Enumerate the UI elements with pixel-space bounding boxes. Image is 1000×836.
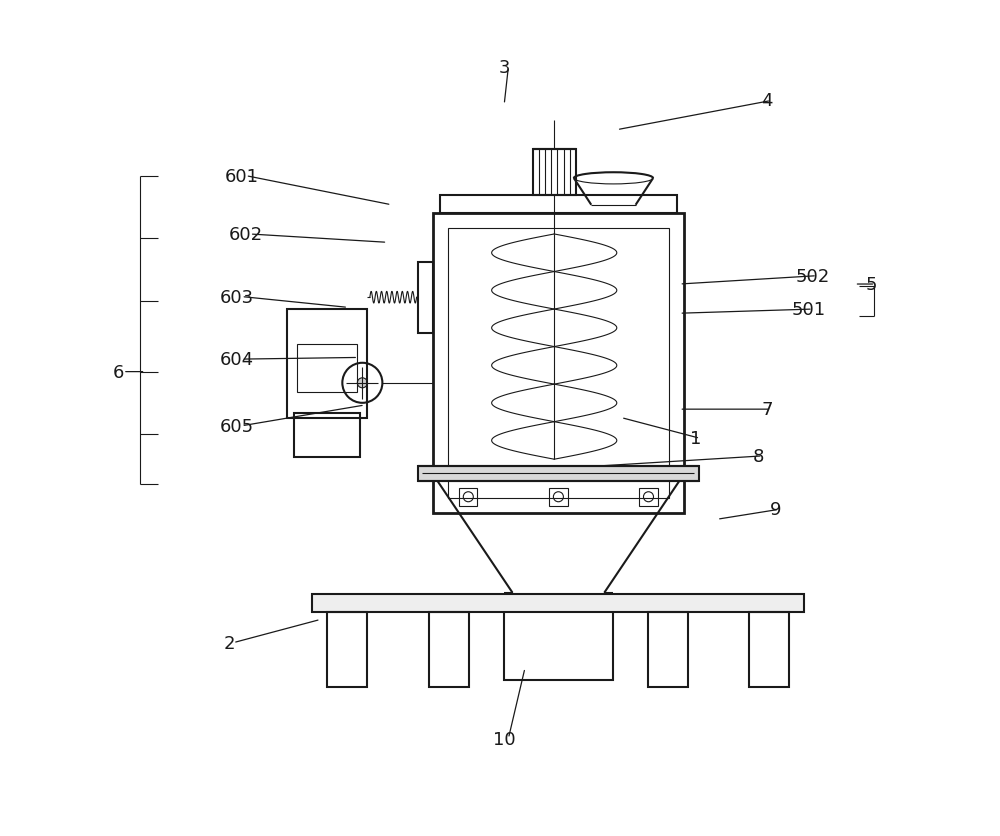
Text: 603: 603 xyxy=(220,288,254,306)
Text: 1: 1 xyxy=(690,430,702,448)
Bar xyxy=(648,612,688,687)
Bar xyxy=(433,214,684,514)
Bar xyxy=(504,605,613,681)
Bar xyxy=(639,488,658,507)
Circle shape xyxy=(463,492,473,502)
Text: 502: 502 xyxy=(796,268,830,285)
Bar xyxy=(749,612,789,687)
Text: 6: 6 xyxy=(113,363,124,381)
Bar xyxy=(448,229,669,499)
Bar xyxy=(533,150,576,196)
Bar xyxy=(549,488,568,507)
Bar xyxy=(418,466,699,482)
Text: 4: 4 xyxy=(761,93,773,110)
Text: 8: 8 xyxy=(753,447,764,466)
Bar xyxy=(440,196,677,214)
Bar xyxy=(312,594,804,612)
Bar xyxy=(429,612,469,687)
Bar xyxy=(459,488,477,507)
Circle shape xyxy=(357,379,367,389)
Bar xyxy=(297,344,357,393)
Text: 7: 7 xyxy=(761,400,773,419)
Text: 601: 601 xyxy=(224,167,258,186)
Text: 604: 604 xyxy=(220,350,254,369)
Text: 9: 9 xyxy=(770,501,781,518)
Bar xyxy=(327,612,367,687)
Text: 2: 2 xyxy=(223,634,235,652)
Text: 605: 605 xyxy=(220,417,254,436)
Circle shape xyxy=(643,492,653,502)
Text: 501: 501 xyxy=(792,301,826,319)
Bar xyxy=(287,309,367,418)
Bar xyxy=(418,263,433,334)
Circle shape xyxy=(342,364,382,403)
Bar xyxy=(294,414,360,457)
Text: 5: 5 xyxy=(865,276,877,293)
Text: 3: 3 xyxy=(498,59,510,77)
Text: 602: 602 xyxy=(228,226,263,243)
Circle shape xyxy=(553,492,563,502)
Text: 10: 10 xyxy=(493,730,515,747)
